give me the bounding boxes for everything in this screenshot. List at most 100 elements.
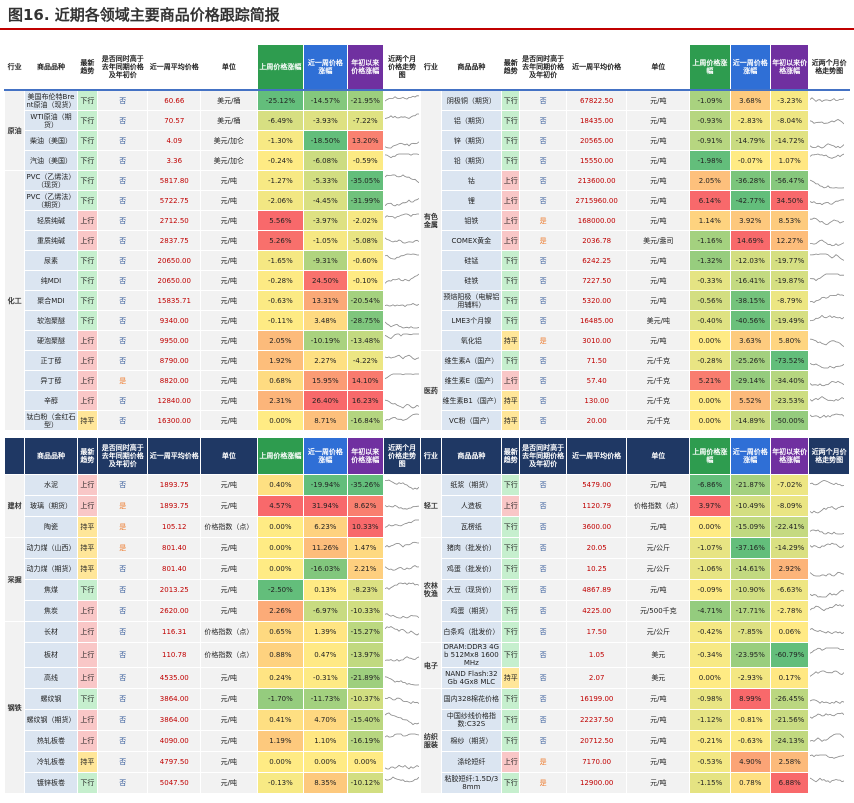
header-cell: 上周价格涨幅	[689, 44, 731, 91]
product-name: 热轧板卷	[24, 730, 78, 752]
product-name: NAND Flash:32Gb 4Gx8 MLC	[440, 667, 503, 689]
trend: 上行	[76, 730, 98, 752]
pct-change: 14.10%	[346, 370, 384, 391]
product-name: 尿素	[24, 250, 78, 271]
pct-change: -25.12%	[256, 89, 305, 111]
product-name: COMEX黄金	[440, 230, 503, 251]
trend: 下行	[76, 290, 98, 311]
avg-price: 57.40	[565, 370, 628, 391]
pct-change: -7.85%	[729, 621, 771, 643]
product-name: 螺纹钢	[24, 688, 78, 710]
industry: 有色金属	[420, 89, 442, 351]
data-row: 采掘 动力煤（山西） 持平是 801.40 元/吨 0.00% 11.26% 1.47% 农林牧…	[3, 537, 850, 643]
unit: 元/吨	[200, 310, 258, 331]
trend: 下行	[501, 579, 521, 601]
unit: 元/吨	[626, 130, 691, 151]
pct-change: -10.37%	[346, 688, 384, 710]
above-flag: 否	[96, 410, 149, 431]
unit: 元/吨	[626, 330, 691, 351]
avg-price: 16485.00	[565, 310, 628, 331]
trend: 持平	[76, 537, 98, 559]
header-cell: 行业	[3, 44, 26, 91]
trend: 持平	[76, 516, 98, 538]
sparkline	[810, 571, 845, 577]
product-name: 辛醇	[24, 390, 78, 411]
above-flag: 否	[519, 516, 567, 538]
data-row: 软泡聚醚 下行否 9340.00 元/吨 -0.11% 3.48% -28.75% LME3个…	[5, 310, 850, 331]
product-name: 猪肉（批发价）	[440, 537, 503, 559]
header-cell: 最新趋势	[76, 44, 98, 91]
unit: 元/吨	[626, 89, 691, 111]
avg-price: 3.36	[147, 150, 202, 171]
unit: 元/千克	[626, 350, 691, 371]
avg-price: 71.50	[565, 350, 628, 371]
product-name: 钴	[440, 170, 503, 191]
pct-change: 6.88%	[769, 772, 810, 794]
pct-change: -0.93%	[689, 110, 731, 131]
trend: 上行	[501, 190, 521, 211]
avg-price: 1893.75	[147, 495, 202, 517]
header-cell: 单位	[200, 437, 258, 475]
pct-change: -0.63%	[729, 730, 771, 752]
header-cell: 行业	[420, 44, 442, 91]
product-name: 硅铁	[440, 270, 503, 291]
product-name: 氧化铝	[440, 330, 503, 351]
trend-chart	[808, 558, 850, 580]
above-flag: 是	[519, 210, 567, 231]
sparkline	[384, 333, 419, 339]
unit: 美元/桶	[200, 110, 258, 131]
trend: 下行	[76, 190, 98, 211]
header-cell: 最新趋势	[501, 44, 521, 91]
header-cell: 近两个月价格走势图	[808, 44, 850, 91]
pct-change: -8.79%	[769, 290, 810, 311]
pct-change: -14.72%	[769, 130, 810, 151]
pct-change: 0.00%	[256, 751, 305, 773]
header-cell: 近一周平均价格	[565, 44, 628, 91]
above-flag: 否	[519, 170, 567, 191]
pct-change: -14.89%	[729, 410, 771, 431]
header-cell: 是否同时高于去年同期价格及年初价	[96, 44, 149, 91]
sparkline	[384, 712, 419, 726]
pct-change: -3.97%	[303, 210, 348, 231]
trend-chart	[808, 230, 850, 251]
above-flag: 是	[519, 330, 567, 351]
unit: 价格指数（点）	[200, 516, 258, 538]
avg-price: 18435.00	[565, 110, 628, 131]
header-cell: 年初以来价格涨幅	[346, 44, 384, 91]
trend: 下行	[76, 579, 98, 601]
product-name: 人造板	[440, 495, 503, 517]
trend: 下行	[501, 474, 521, 496]
product-name: 汽油（美国）	[24, 150, 78, 171]
pct-change: -21.95%	[346, 89, 384, 111]
above-flag: 否	[96, 270, 149, 291]
product-name: 水泥	[24, 474, 78, 496]
above-flag: 否	[96, 89, 149, 111]
pct-change: -13.97%	[346, 642, 384, 668]
sparkline	[384, 696, 419, 704]
unit: 元/千克	[626, 410, 691, 431]
pct-change: -14.61%	[729, 558, 771, 580]
trend: 下行	[501, 600, 521, 622]
trend: 下行	[76, 270, 98, 291]
sparkline	[810, 118, 845, 124]
trend: 下行	[501, 130, 521, 151]
unit: 元/吨	[200, 667, 258, 689]
avg-price: 22237.50	[565, 709, 628, 731]
product-name: 长材	[24, 621, 78, 643]
pct-change: -0.81%	[729, 709, 771, 731]
trend-chart	[808, 688, 850, 710]
trend-chart	[808, 270, 850, 291]
product-name: 软泡聚醚	[24, 310, 78, 331]
pct-change: -0.28%	[256, 270, 305, 291]
avg-price: 16300.00	[147, 410, 202, 431]
avg-price: 12900.00	[565, 772, 628, 794]
industry: 采掘	[3, 537, 26, 622]
trend-chart	[382, 89, 422, 111]
trend: 上行	[501, 495, 521, 517]
trend-chart	[808, 210, 850, 231]
trend: 持平	[76, 558, 98, 580]
sparkline	[384, 153, 419, 158]
above-flag: 否	[519, 495, 567, 517]
pct-change: 0.47%	[303, 642, 348, 668]
pct-change: -0.60%	[346, 250, 384, 271]
